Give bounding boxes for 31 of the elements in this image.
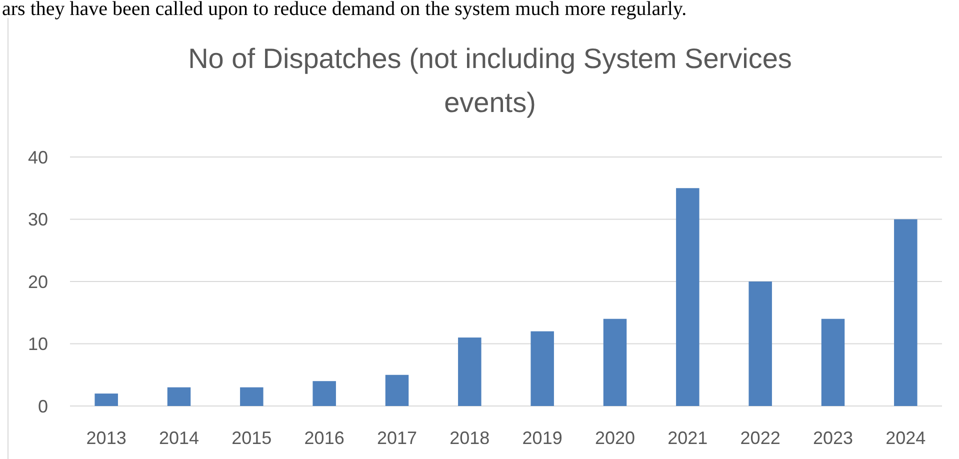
x-tick-label: 2021 — [668, 428, 708, 448]
bar — [94, 394, 118, 406]
bar — [240, 387, 264, 406]
x-tick-label: 2015 — [232, 428, 272, 448]
x-tick-label: 2014 — [158, 428, 200, 448]
bar — [530, 331, 554, 406]
bar — [312, 381, 336, 406]
bar — [748, 282, 772, 406]
chart-title: No of Dispatches (not including System Services events) — [188, 43, 792, 118]
x-tick-label: 2018 — [450, 428, 490, 448]
x-tick-label: 2024 — [886, 428, 926, 448]
text: ars they have been called upon to reduce demand on the system much more regularly. — [2, 0, 687, 20]
bar — [167, 387, 191, 406]
bar — [894, 219, 918, 406]
x-tick-label: 2017 — [376, 428, 418, 448]
x-tick-label: 2019 — [522, 428, 562, 448]
bar — [385, 374, 409, 406]
y-tick-label: 10 — [28, 334, 48, 354]
bar — [676, 188, 700, 406]
x-tick-label: 2016 — [304, 428, 344, 448]
bar — [458, 338, 482, 406]
bar — [603, 318, 627, 406]
x-tick-label: 2023 — [812, 428, 854, 448]
y-tick-label: 40 — [28, 147, 48, 168]
y-tick-label: 20 — [28, 272, 48, 292]
y-tick-label: 30 — [28, 210, 48, 230]
x-tick-label: 2022 — [740, 428, 780, 448]
x-tick-label: 2020 — [594, 428, 636, 448]
x-tick-label: 2013 — [86, 428, 126, 448]
y-tick-label: 0 — [38, 396, 48, 416]
bar — [821, 318, 845, 406]
